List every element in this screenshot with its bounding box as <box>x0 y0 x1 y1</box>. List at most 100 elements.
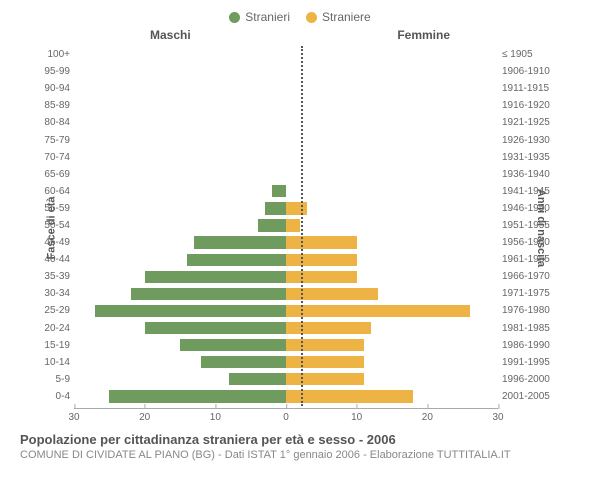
bar-female <box>286 254 357 266</box>
age-label: 100+ <box>38 49 74 60</box>
chart-row: 40-441961-1965 <box>38 251 562 268</box>
x-tick: 30 <box>492 409 503 423</box>
birth-year-label: 1986-1990 <box>498 340 562 351</box>
bar-half-male <box>74 217 286 234</box>
x-tick: 0 <box>283 409 289 423</box>
x-axis: 3020100102030 <box>74 408 498 428</box>
bar-area <box>74 388 498 405</box>
age-label: 75-79 <box>38 135 74 146</box>
chart-row: 45-49 1956-1960 <box>38 234 562 251</box>
chart-row: 80-84 1921-1925 <box>38 114 562 131</box>
legend-item-female: Straniere <box>306 10 371 24</box>
birth-year-label: 1921-1925 <box>498 117 562 128</box>
bar-half-male <box>74 63 286 80</box>
bar-half-female <box>286 114 498 131</box>
bar-male <box>180 339 286 351</box>
bar-half-female <box>286 388 498 405</box>
legend: Stranieri Straniere <box>0 0 600 28</box>
bar-half-female <box>286 251 498 268</box>
age-label: 80-84 <box>38 117 74 128</box>
bar-male <box>145 271 286 283</box>
chart-row: 90-941911-1915 <box>38 80 562 97</box>
bar-area <box>74 234 498 251</box>
age-label: 35-39 <box>38 271 74 282</box>
chart-row: 60-641941-1945 <box>38 183 562 200</box>
chart-row: 25-29 1976-1980 <box>38 302 562 319</box>
bar-female <box>286 219 300 231</box>
birth-year-label: 1906-1910 <box>498 66 562 77</box>
x-tick: 10 <box>351 409 362 423</box>
column-header-female: Femmine <box>397 28 450 42</box>
bar-half-male <box>74 320 286 337</box>
chart-title: Popolazione per cittadinanza straniera p… <box>20 432 580 447</box>
chart-row: 50-54 1951-1955 <box>38 217 562 234</box>
bar-male <box>258 219 286 231</box>
bar-male <box>109 390 286 402</box>
bar-female <box>286 271 357 283</box>
bar-area <box>74 302 498 319</box>
age-label: 30-34 <box>38 288 74 299</box>
bar-area <box>74 63 498 80</box>
bar-half-male <box>74 302 286 319</box>
bar-male <box>272 185 286 197</box>
bar-half-female <box>286 183 498 200</box>
birth-year-label: 1926-1930 <box>498 135 562 146</box>
bar-half-female <box>286 285 498 302</box>
x-tick: 10 <box>210 409 221 423</box>
bar-half-female <box>286 268 498 285</box>
bar-female <box>286 373 364 385</box>
bar-half-female <box>286 217 498 234</box>
bar-half-male <box>74 166 286 183</box>
chart-row: 85-891916-1920 <box>38 97 562 114</box>
bar-female <box>286 339 364 351</box>
center-dotted-line <box>301 46 303 406</box>
bar-half-male <box>74 114 286 131</box>
legend-swatch-female <box>306 12 317 23</box>
x-tick: 20 <box>422 409 433 423</box>
bar-half-male <box>74 149 286 166</box>
birth-year-label: 1976-1980 <box>498 305 562 316</box>
age-label: 50-54 <box>38 220 74 231</box>
chart-row: 30-341971-1975 <box>38 285 562 302</box>
pyramid-chart: Maschi Femmine Fasce di età Anni di nasc… <box>20 28 580 428</box>
legend-label-male: Stranieri <box>245 10 290 24</box>
birth-year-label: 1931-1935 <box>498 152 562 163</box>
birth-year-label: 1991-1995 <box>498 357 562 368</box>
bar-area <box>74 217 498 234</box>
bar-half-female <box>286 320 498 337</box>
chart-row: 100+≤ 1905 <box>38 46 562 63</box>
bar-half-female <box>286 131 498 148</box>
bar-half-male <box>74 285 286 302</box>
x-tick: 20 <box>139 409 150 423</box>
bar-half-female <box>286 149 498 166</box>
age-label: 55-59 <box>38 203 74 214</box>
age-label: 95-99 <box>38 66 74 77</box>
x-tick: 30 <box>68 409 79 423</box>
age-label: 25-29 <box>38 305 74 316</box>
bar-area <box>74 200 498 217</box>
chart-row: 75-79 1926-1930 <box>38 131 562 148</box>
bar-male <box>229 373 286 385</box>
bar-half-male <box>74 337 286 354</box>
legend-label-female: Straniere <box>322 10 371 24</box>
bar-half-male <box>74 46 286 63</box>
bar-half-female <box>286 302 498 319</box>
age-label: 45-49 <box>38 237 74 248</box>
bar-area <box>74 337 498 354</box>
bar-area <box>74 149 498 166</box>
bar-male <box>201 356 286 368</box>
chart-subtitle: COMUNE DI CIVIDATE AL PIANO (BG) - Dati … <box>20 449 580 461</box>
bar-male <box>131 288 286 300</box>
bar-male <box>145 322 286 334</box>
age-label: 40-44 <box>38 254 74 265</box>
birth-year-label: 2001-2005 <box>498 391 562 402</box>
chart-footer: Popolazione per cittadinanza straniera p… <box>20 432 580 461</box>
birth-year-label: 1956-1960 <box>498 237 562 248</box>
birth-year-label: 1996-2000 <box>498 374 562 385</box>
birth-year-label: 1951-1955 <box>498 220 562 231</box>
age-label: 90-94 <box>38 83 74 94</box>
chart-row: 15-191986-1990 <box>38 337 562 354</box>
age-label: 70-74 <box>38 152 74 163</box>
chart-rows: 100+≤ 1905 95-99 1906-1910 90-941911-191585… <box>38 46 562 406</box>
column-header-male: Maschi <box>150 28 191 42</box>
